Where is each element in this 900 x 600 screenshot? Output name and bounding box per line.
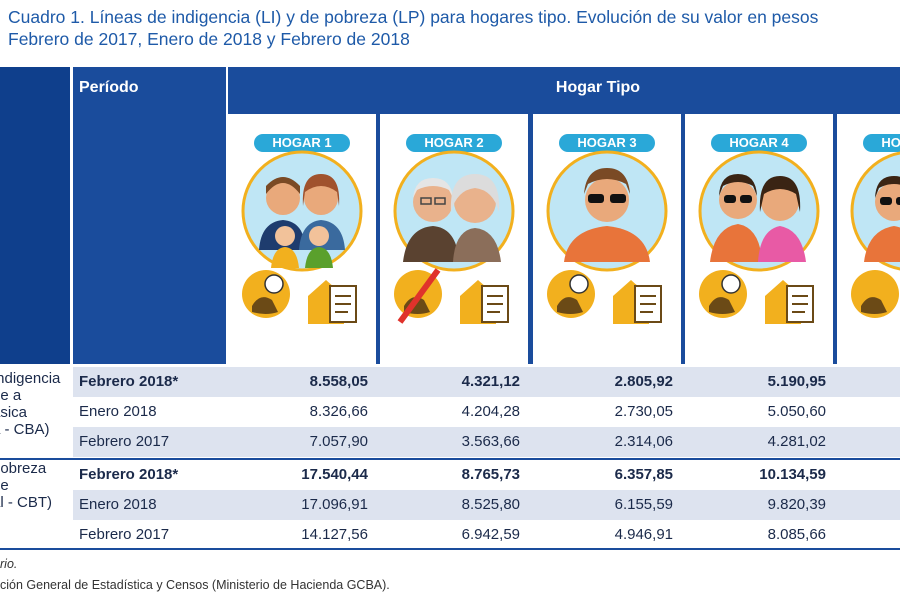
band-separator [70, 67, 73, 547]
pobreza-label-line: al - CBT) [0, 494, 52, 511]
table-title-line1: Cuadro 1. Líneas de indigencia (LI) y de… [8, 7, 819, 27]
hogar-cards: HOGAR 1 [228, 111, 900, 364]
table-row: Enero 2018 8.326,66 4.204,28 2.730,05 5.… [73, 397, 900, 427]
row-value: 4.204,28 [461, 403, 520, 420]
row-value: 8.765,73 [461, 466, 520, 483]
hogar-card-1: HOGAR 1 [228, 114, 376, 364]
row-value: 4.946,91 [614, 526, 673, 543]
pobreza-label-line: pobreza [0, 460, 47, 477]
elderly-couple-icon [393, 150, 515, 272]
care-and-housing-icons [547, 270, 662, 324]
row-period: Febrero 2017 [79, 526, 170, 543]
indigencia-label-line: ásica [0, 404, 28, 421]
row-value: 2.314,06 [614, 433, 673, 450]
indigencia-label: Indigencia de a ásica a - CBA) [0, 370, 70, 460]
hogar-card-5: HOGAR 5 [837, 114, 900, 364]
row-value: 4.281,02 [767, 433, 826, 450]
hogar-badge-2: HOGAR 2 [406, 134, 502, 152]
hogar-badge-4: HOGAR 4 [711, 134, 807, 152]
source-note: ción General de Estadística y Censos (Mi… [0, 578, 390, 592]
periodo-header-label: Período [79, 79, 139, 96]
table-row: Febrero 2017 14.127,56 6.942,59 4.946,91… [73, 520, 900, 550]
pobreza-label: pobreza de al - CBT) [0, 460, 70, 550]
couple-icon [698, 150, 820, 272]
row-value: 3.563,66 [461, 433, 520, 450]
row-period: Enero 2018 [79, 403, 157, 420]
row-value: 14.127,56 [301, 526, 368, 543]
table-row: Febrero 2018* 8.558,05 4.321,12 2.805,92… [73, 367, 900, 397]
row-period: Enero 2018 [79, 496, 157, 513]
row-value: 8.525,80 [461, 496, 520, 513]
row-value: 6.942,59 [461, 526, 520, 543]
row-value: 9.820,39 [767, 496, 826, 513]
hogar-tipo-header-label: Hogar Tipo [555, 79, 641, 96]
row-value: 5.050,60 [767, 403, 826, 420]
footnote: rio. [0, 557, 18, 571]
hogar-card-4: HOGAR 4 [685, 114, 833, 364]
table-title-line2: Febrero de 2017, Enero de 2018 y Febrero… [8, 29, 410, 49]
care-and-housing-icons [242, 270, 357, 324]
hogar-badge-1: HOGAR 1 [254, 134, 350, 152]
data-table: Período Hogar Tipo HOGAR 1 [0, 67, 900, 551]
row-value: 8.326,66 [309, 403, 368, 420]
row-value: 6.155,59 [614, 496, 673, 513]
indigencia-label-line: Indigencia [0, 370, 61, 387]
row-value: 8.085,66 [767, 526, 826, 543]
table-title: Cuadro 1. Líneas de indigencia (LI) y de… [8, 6, 900, 50]
row-value: 2.805,92 [614, 373, 673, 390]
hogar-card-2: HOGAR 2 [380, 114, 528, 364]
row-value: 2.730,05 [614, 403, 673, 420]
hogar-tipo-header: Hogar Tipo [228, 67, 900, 111]
periodo-header: Período [73, 67, 226, 364]
section-divider [0, 458, 900, 460]
no-care-and-housing-icons [394, 268, 509, 324]
table-bottom-border [0, 548, 900, 550]
hogar-badge-3: HOGAR 3 [559, 134, 655, 152]
row-value: 4.321,12 [461, 373, 520, 390]
indigencia-label-line: a - CBA) [0, 421, 50, 438]
row-period: Febrero 2017 [79, 433, 170, 450]
indigencia-label-line: de a [0, 387, 22, 404]
left-header-band [0, 67, 70, 364]
row-value: 17.096,91 [301, 496, 368, 513]
table-row: Febrero 2017 7.057,90 3.563,66 2.314,06 … [73, 427, 900, 457]
table-row: Enero 2018 17.096,91 8.525,80 6.155,59 9… [73, 490, 900, 520]
hogar-card-3: HOGAR 3 [533, 114, 681, 364]
care-and-housing-icons [699, 270, 814, 324]
family-of-four-icon [241, 150, 363, 272]
care-icon [851, 270, 899, 318]
hogar-badge-5: HOGAR 5 [863, 134, 900, 152]
row-value: 6.357,85 [614, 466, 673, 483]
row-period: Febrero 2018* [79, 373, 179, 390]
row-value: 10.134,59 [759, 466, 826, 483]
table-row: Febrero 2018* 17.540,44 8.765,73 6.357,8… [73, 460, 900, 490]
row-value: 17.540,44 [301, 466, 368, 483]
single-man-icon [546, 150, 668, 272]
row-period: Febrero 2018* [79, 466, 179, 483]
row-value: 5.190,95 [767, 373, 826, 390]
pobreza-label-line: de [0, 477, 9, 494]
family-icon [850, 151, 900, 271]
row-value: 7.057,90 [309, 433, 368, 450]
row-value: 8.558,05 [309, 373, 368, 390]
